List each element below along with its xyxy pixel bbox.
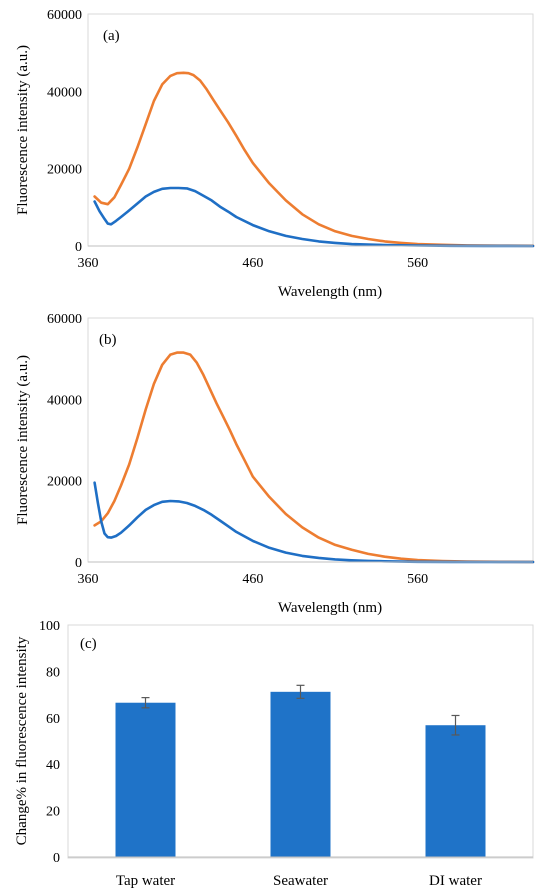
y-tick-label-b: 0 (75, 556, 82, 571)
panel-label-b: (b) (99, 332, 117, 348)
y-tick-label-b: 20000 (47, 475, 82, 490)
x-tick-label-a: 460 (242, 256, 263, 271)
x-axis-title-b: Wavelength (nm) (278, 600, 382, 616)
x-tick-label-a: 360 (78, 256, 99, 271)
y-tick-label-c: 40 (46, 758, 60, 773)
series-line-a-2 (93, 186, 535, 248)
category-label-2: Seawater (273, 873, 328, 889)
y-tick-label-c: 60 (46, 712, 60, 727)
y-axis-title-a: Fluorescence intensity (a.u.) (15, 45, 31, 215)
bar-1 (115, 702, 176, 857)
y-axis-title-b: Fluorescence intensity (a.u.) (15, 355, 31, 525)
series-line-b-1 (93, 351, 535, 564)
y-tick-label-b: 40000 (47, 393, 82, 408)
y-tick-label-b: 60000 (47, 312, 82, 327)
panel-label-a: (a) (103, 28, 120, 44)
y-tick-label-c: 80 (46, 665, 60, 680)
x-tick-label-b: 360 (78, 572, 99, 587)
series-layer-a (93, 71, 535, 248)
y-tick-label-a: 40000 (47, 85, 82, 100)
y-tick-label-c: 100 (39, 619, 60, 634)
axis-layer-a: 0 20000 40000 60000 360 460 560 (47, 8, 533, 271)
bar-3 (425, 725, 486, 857)
category-label-1: Tap water (116, 873, 175, 889)
y-tick-label-a: 60000 (47, 8, 82, 23)
x-axis-title-a: Wavelength (nm) (278, 284, 382, 300)
bar-2 (270, 691, 331, 857)
plot-frame-c (67, 624, 534, 859)
y-tick-label-a: 20000 (47, 163, 82, 178)
panel-label-c: (c) (80, 636, 97, 652)
plot-frame-b (87, 317, 534, 563)
axis-layer-c: 0 20 40 60 80 100 Tap water Seawater DI water (39, 619, 533, 889)
error-bar-2 (296, 684, 305, 699)
y-axis-title-c: Change% in fluorescence intensity (14, 636, 30, 845)
y-tick-label-a: 0 (75, 240, 82, 255)
y-tick-label-c: 20 (46, 805, 60, 820)
x-tick-label-b: 460 (242, 572, 263, 587)
series-line-a-1 (93, 71, 535, 248)
series-layer-b (93, 351, 535, 564)
chart-panel-c: 0 20 40 60 80 100 Tap water Seawater DI water (c… (14, 619, 534, 889)
error-bar-3 (451, 714, 460, 736)
x-tick-label-b: 560 (407, 572, 428, 587)
axis-layer-b: 0 20000 40000 60000 360 460 560 (47, 312, 533, 587)
y-tick-label-c: 0 (53, 851, 60, 866)
error-bar-1 (141, 697, 150, 709)
series-line-b-2 (93, 481, 535, 564)
plot-frame-a (87, 13, 534, 247)
category-label-3: DI water (429, 873, 482, 889)
chart-panel-b: 0 20000 40000 60000 360 460 560 (b) Wavelength… (15, 312, 535, 616)
x-tick-label-a: 560 (407, 256, 428, 271)
series-layer-c (115, 684, 486, 857)
chart-panel-a: 0 20000 40000 60000 360 460 560 (a) Wavelength… (15, 8, 535, 300)
